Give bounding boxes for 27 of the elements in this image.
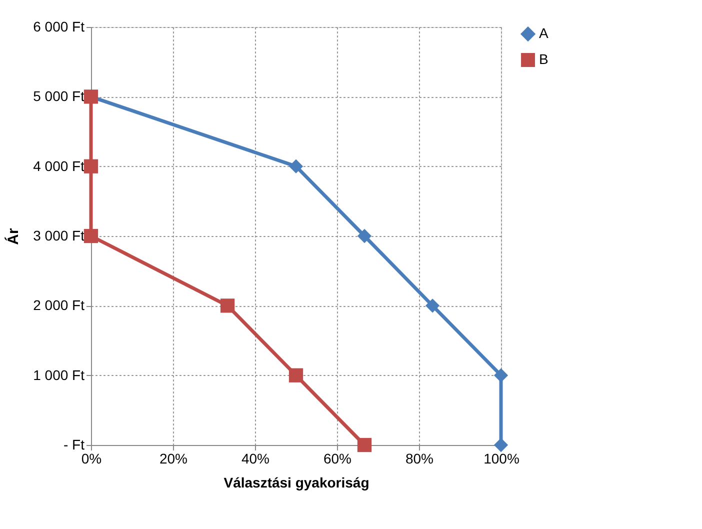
legend-label: B: [539, 51, 548, 67]
point: [425, 298, 440, 313]
x-tick-label: 40%: [241, 450, 270, 466]
y-tick-label: - Ft: [64, 436, 85, 452]
x-tick-label: 100%: [484, 450, 520, 466]
point: [84, 159, 98, 174]
point: [357, 438, 372, 452]
x-tick-label: 20%: [159, 450, 188, 466]
y-tick-label: 3 000 Ft: [33, 228, 85, 244]
y-axis-title: Ár: [4, 228, 22, 245]
point: [84, 228, 98, 244]
x-tick-label: 80%: [405, 450, 434, 466]
legend-label: A: [539, 25, 549, 41]
y-tick-label: 5 000 Ft: [33, 88, 85, 104]
point: [288, 159, 304, 174]
x-axis-title: Választási gyakoriság: [224, 474, 370, 490]
point: [288, 368, 304, 382]
y-tick-label: 2 000 Ft: [33, 297, 85, 314]
point: [494, 438, 508, 452]
point: [357, 228, 372, 244]
y-tick-label: 4 000 Ft: [33, 158, 85, 174]
point: [494, 368, 508, 382]
y-tick-label: 1 000 Ft: [33, 366, 85, 383]
point: [220, 298, 235, 313]
x-tick-label: 60%: [323, 450, 352, 466]
x-tick-label: 0%: [81, 450, 102, 466]
y-tick-label: 6 000 Ft: [33, 18, 85, 34]
